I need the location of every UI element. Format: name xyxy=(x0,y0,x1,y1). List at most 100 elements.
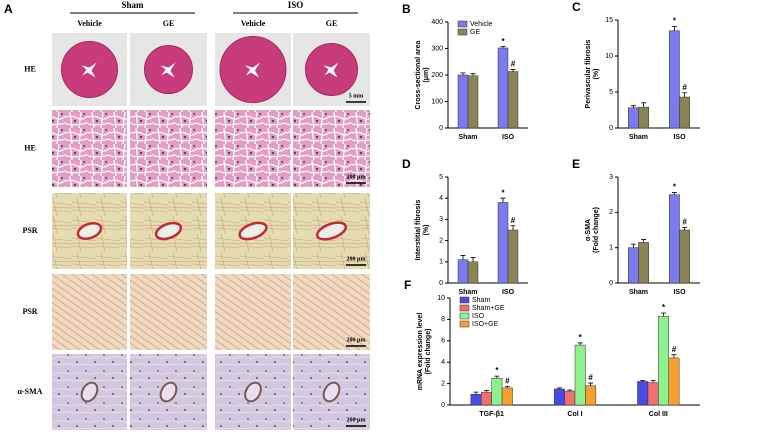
legend-label: ISO xyxy=(472,313,485,320)
error-bar xyxy=(640,379,646,382)
x-tick-label: TGF-β1 xyxy=(479,411,504,418)
bar xyxy=(470,394,482,406)
y-axis-label: α-SMA xyxy=(585,219,592,241)
error-bar xyxy=(630,243,636,248)
error-bar xyxy=(671,192,677,195)
column-header: GE xyxy=(163,19,175,28)
legend-swatch xyxy=(459,312,470,320)
y-tick-label: 1 xyxy=(609,245,613,252)
ventricle-lumen xyxy=(160,62,176,78)
y-tick-label: 0 xyxy=(439,125,443,132)
bar xyxy=(628,247,639,284)
scale-bar-label: 200 μm xyxy=(347,417,366,423)
error-bar xyxy=(470,257,476,262)
bar xyxy=(669,30,680,129)
y-tick-label: 2 xyxy=(441,380,445,387)
bar xyxy=(628,107,639,129)
y-tick-label: 4 xyxy=(439,195,443,202)
y-axis-label: (Fold change) xyxy=(425,329,432,375)
y-axis-label: Perivascular fibrosis xyxy=(585,39,592,108)
y-axis-label: (μm) xyxy=(423,67,430,82)
histology-image xyxy=(130,110,207,187)
panel-label: E xyxy=(572,157,580,171)
bar xyxy=(647,382,659,406)
bar xyxy=(457,74,469,129)
y-tick-label: 400 xyxy=(431,19,443,26)
y-tick-label: 300 xyxy=(431,45,443,52)
column-header: Vehicle xyxy=(241,19,266,28)
ventricle-lumen xyxy=(81,62,97,78)
panel-label: C xyxy=(572,0,581,14)
significance-mark: * xyxy=(662,303,666,312)
error-bar xyxy=(671,354,677,358)
row-label: α-SMA xyxy=(18,387,43,396)
histology-image xyxy=(130,274,207,350)
legend-label: Sham+GE xyxy=(472,305,505,312)
significance-mark: * xyxy=(673,17,677,26)
x-tick-label: Sham xyxy=(629,289,648,296)
significance-mark: # xyxy=(511,216,516,225)
y-tick-label: 2 xyxy=(609,209,613,216)
scale-bar-label: 200 μm xyxy=(347,174,366,180)
y-tick-label: 15 xyxy=(605,17,613,24)
error-bar xyxy=(682,92,688,98)
y-axis-label: (Fold change) xyxy=(593,207,600,253)
error-bar xyxy=(483,390,489,393)
significance-mark: # xyxy=(682,218,687,227)
error-bar xyxy=(556,387,562,389)
y-tick-label: 0 xyxy=(609,125,613,132)
bar xyxy=(564,390,576,406)
y-tick-label: 0 xyxy=(439,280,443,287)
vessel xyxy=(76,221,103,241)
significance-mark: * xyxy=(579,333,583,342)
panel-label: F xyxy=(404,278,411,292)
y-tick-label: 6 xyxy=(441,338,445,345)
y-axis-label: (%) xyxy=(593,69,600,80)
error-bar xyxy=(473,391,479,395)
y-axis-label: Interstitial fibrosis xyxy=(415,200,422,261)
legend-label: Sham xyxy=(472,297,490,304)
significance-mark: * xyxy=(501,188,505,197)
error-bar xyxy=(460,255,466,260)
y-tick-label: 0 xyxy=(441,402,445,409)
panel-label: D xyxy=(402,157,411,171)
histology-image xyxy=(215,274,291,350)
bar xyxy=(491,378,503,406)
bar xyxy=(679,229,690,284)
x-tick-label: ISO xyxy=(673,134,686,141)
x-tick-label: Sham xyxy=(458,134,477,141)
bar xyxy=(507,229,519,284)
significance-mark: # xyxy=(505,376,510,385)
error-bar xyxy=(500,46,506,48)
bar xyxy=(481,391,492,406)
y-tick-label: 0 xyxy=(609,280,613,287)
error-bar xyxy=(510,225,516,230)
error-bar xyxy=(641,239,647,243)
y-tick-label: 1 xyxy=(439,259,443,266)
bar xyxy=(679,96,690,129)
y-tick-label: 5 xyxy=(439,174,443,181)
histology-image xyxy=(215,110,291,187)
bar xyxy=(669,194,680,284)
error-bar xyxy=(504,385,510,388)
x-tick-label: Col III xyxy=(649,411,668,418)
vessel xyxy=(315,221,348,241)
bar xyxy=(497,47,509,129)
legend-label: Vehicle xyxy=(470,21,493,28)
vessel xyxy=(322,381,341,403)
y-tick-label: 4 xyxy=(441,359,445,366)
error-bar xyxy=(641,102,647,108)
panel-label: B xyxy=(402,2,411,16)
bar xyxy=(553,388,565,406)
y-tick-label: 3 xyxy=(609,174,613,181)
x-tick-label: ISO xyxy=(502,134,515,141)
group-header: Sham xyxy=(121,0,144,10)
x-tick-label: Col I xyxy=(567,411,582,418)
x-tick-label: Sham xyxy=(629,134,648,141)
bar xyxy=(497,202,509,284)
bar xyxy=(457,259,469,284)
error-bar xyxy=(510,69,516,72)
column-header: GE xyxy=(326,19,338,28)
vessel xyxy=(159,381,178,403)
error-bar xyxy=(567,389,573,392)
